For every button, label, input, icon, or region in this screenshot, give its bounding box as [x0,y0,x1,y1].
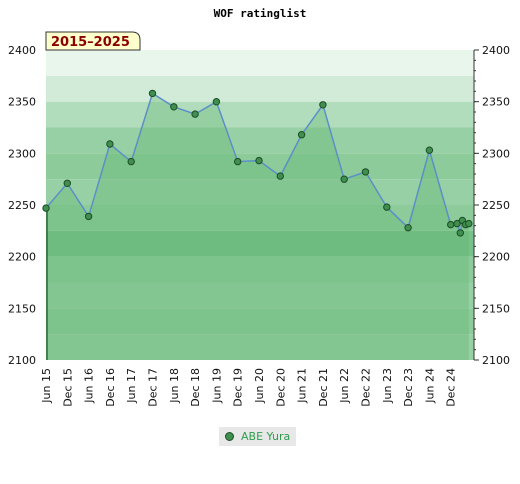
date-range-label: 2015–2025 [51,35,130,50]
data-point [383,203,391,211]
data-point [453,219,461,228]
data-point [319,101,327,109]
legend-series-label: ABE Yura [241,430,291,443]
date-range-badge: 2015–2025 [45,31,141,51]
grid-band [46,256,474,283]
grid-band [46,127,474,154]
y-tick-label-left: 2100 [8,354,36,367]
data-point [63,179,72,188]
chart-title: WOF ratinglist [214,7,307,20]
x-tick-label: Dec 17 [147,368,160,407]
grid-band [46,50,474,76]
data-point [456,229,464,237]
x-tick-label: Dec 24 [445,368,458,407]
y-tick-label-right: 2150 [482,302,510,315]
x-tick-label: Dec 20 [274,368,287,407]
grid-band [46,179,474,205]
data-point [255,156,263,165]
legend-marker [225,432,234,441]
x-tick-label: Jun 16 [83,368,96,404]
data-point [127,157,135,166]
x-tick-label: Jun 21 [296,368,309,404]
y-tick-label-right: 2250 [482,199,510,212]
y-tick-label-left: 2350 [8,96,36,109]
x-tick-label: Jun 24 [423,368,436,404]
x-tick-label: Jun 15 [40,368,53,404]
grid-band [46,230,474,257]
y-tick-label-right: 2300 [482,147,510,160]
data-point [340,175,348,183]
data-point [465,219,473,228]
data-point [170,103,178,111]
data-point [425,146,434,154]
y-tick-label-left: 2200 [8,251,36,264]
x-tick-label: Dec 19 [232,368,245,407]
x-tick-label: Dec 16 [104,368,117,407]
grid-band [46,308,474,335]
data-point [297,131,306,139]
data-point [361,168,370,176]
data-point [148,89,157,98]
data-point [276,172,284,180]
grid-band [46,205,474,231]
y-tick-label-left: 2250 [8,199,36,212]
x-tick-label: Dec 15 [61,368,74,407]
y-tick-label-right: 2350 [482,96,510,109]
y-tick-label-right: 2200 [482,251,510,264]
data-point [212,98,221,106]
data-point [191,110,199,118]
series-area [46,93,469,361]
data-point [106,140,114,148]
x-tick-label: Jun 17 [125,368,138,404]
grid-band [46,282,474,309]
y-tick-label-right: 2400 [482,44,510,57]
data-point [234,157,242,166]
grid-band [46,75,474,102]
x-tick-label: Dec 22 [360,368,373,407]
data-point [404,224,412,232]
y-tick-label-left: 2150 [8,302,36,315]
data-point [42,204,50,212]
grid-band [46,101,474,128]
x-tick-label: Jun 19 [210,368,223,404]
x-tick-label: Jun 18 [168,368,181,404]
data-point [447,220,455,229]
grid-band [46,334,474,360]
x-tick-label: Dec 23 [402,368,415,407]
y-tick-label-left: 2400 [8,44,36,57]
x-tick-label: Jun 20 [253,368,266,404]
legend: ABE Yura [219,427,297,446]
x-tick-label: Dec 21 [317,368,330,407]
x-tick-label: Dec 18 [189,368,202,407]
data-point [84,212,93,221]
y-tick-label-right: 2100 [482,354,510,367]
x-tick-label: Jun 23 [381,368,394,404]
y-tick-label-left: 2300 [8,147,36,160]
x-tick-label: Jun 22 [338,368,351,404]
